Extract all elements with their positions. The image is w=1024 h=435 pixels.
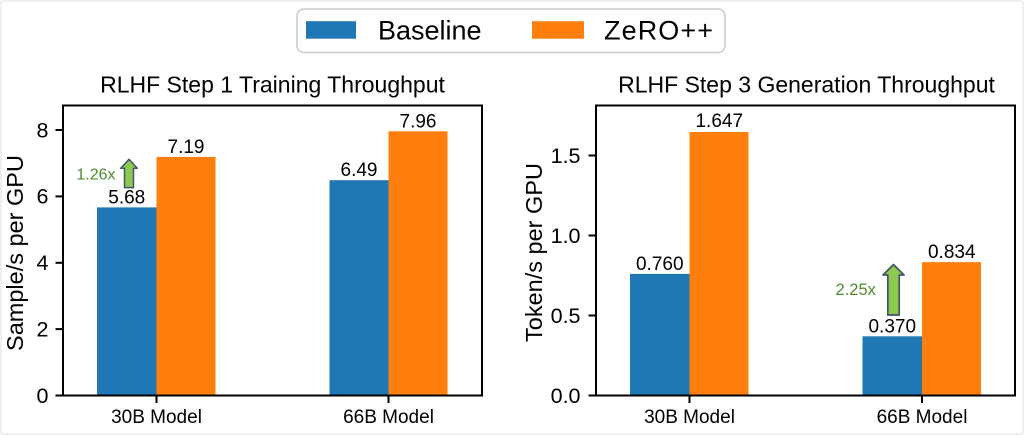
svg-text:66B Model: 66B Model <box>343 407 434 428</box>
svg-text:4: 4 <box>37 251 49 275</box>
svg-text:Token/s per GPU: Token/s per GPU <box>521 163 547 342</box>
svg-text:2.25x: 2.25x <box>836 281 877 299</box>
svg-text:30B Model: 30B Model <box>644 407 735 428</box>
svg-text:0.834: 0.834 <box>928 242 976 263</box>
svg-text:5.68: 5.68 <box>108 187 145 208</box>
svg-text:66B Model: 66B Model <box>877 407 968 428</box>
svg-text:Sample/s per GPU: Sample/s per GPU <box>2 155 28 351</box>
svg-text:RLHF Step 3 Generation Through: RLHF Step 3 Generation Throughput <box>618 72 995 98</box>
svg-text:1.5: 1.5 <box>551 144 581 168</box>
svg-text:Baseline: Baseline <box>378 16 482 46</box>
svg-text:30B Model: 30B Model <box>111 407 202 428</box>
svg-text:0.5: 0.5 <box>551 304 581 328</box>
svg-text:8: 8 <box>37 118 49 142</box>
svg-text:RLHF Step 1 Training Throughpu: RLHF Step 1 Training Throughput <box>100 72 445 98</box>
svg-text:1.26x: 1.26x <box>76 167 115 184</box>
svg-text:ZeRO++: ZeRO++ <box>604 16 714 46</box>
svg-text:7.96: 7.96 <box>400 111 437 132</box>
svg-text:1.0: 1.0 <box>551 224 581 248</box>
svg-text:2: 2 <box>37 317 49 341</box>
svg-text:0: 0 <box>37 384 49 408</box>
svg-text:0.0: 0.0 <box>551 384 581 408</box>
svg-text:6: 6 <box>37 185 49 209</box>
svg-text:7.19: 7.19 <box>168 137 205 158</box>
svg-text:1.647: 1.647 <box>695 111 743 132</box>
svg-text:6.49: 6.49 <box>341 160 378 181</box>
svg-text:0.760: 0.760 <box>636 254 684 275</box>
svg-text:0.370: 0.370 <box>868 316 916 337</box>
